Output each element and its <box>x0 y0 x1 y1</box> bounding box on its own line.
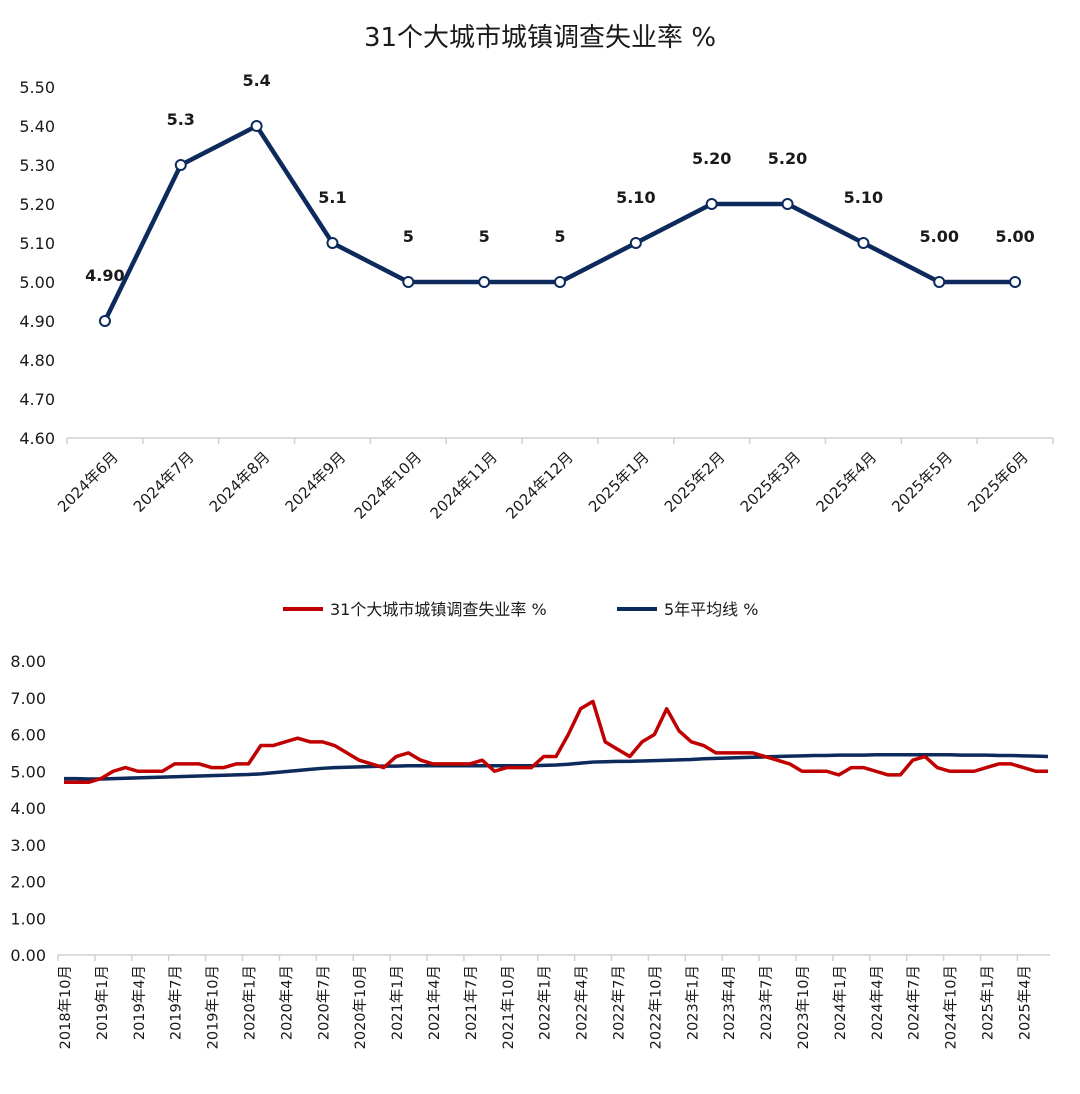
x-tick-label: 2022年7月 <box>611 965 628 1040</box>
data-point <box>326 237 339 249</box>
y-tick-label: 4.80 <box>19 351 55 370</box>
data-label: 5.00 <box>995 227 1034 246</box>
data-point <box>1009 276 1022 288</box>
x-tick-label: 2020年7月 <box>315 965 332 1040</box>
data-point <box>933 276 946 288</box>
data-point <box>857 237 870 249</box>
x-tick-label: 2023年4月 <box>721 965 738 1040</box>
data-label: 5.3 <box>167 110 195 129</box>
x-tick-label: 2023年7月 <box>758 965 775 1040</box>
x-tick-label: 2024年7月 <box>906 965 923 1040</box>
data-label: 5.00 <box>919 227 958 246</box>
x-tick-label: 2021年4月 <box>426 965 443 1040</box>
x-tick-label: 2019年10月 <box>205 965 222 1049</box>
y-tick-label: 5.30 <box>19 156 55 175</box>
data-point <box>478 276 491 288</box>
x-tick-label: 2019年1月 <box>94 965 111 1040</box>
y-tick-label: 3.00 <box>10 836 46 855</box>
series-line-5yr-average <box>64 752 1049 781</box>
y-tick-label: 5.00 <box>19 273 55 292</box>
series-line-unemployment <box>64 699 1048 785</box>
y-tick-label: 4.00 <box>10 799 46 818</box>
legend-label-5yr-average: 5年平均线 % <box>664 600 758 619</box>
x-tick-label: 2021年1月 <box>389 965 406 1040</box>
data-point <box>781 198 794 210</box>
y-tick-label: 2.00 <box>10 873 46 892</box>
chart-top-recent-unemployment: 31个大城市城镇调查失业率 % 4.60 4.70 4.80 4.90 5.00 5.10… <box>19 23 1054 523</box>
legend-label-unemployment: 31个大城市城镇调查失业率 % <box>330 600 547 619</box>
x-tick-label: 2021年10月 <box>500 965 517 1049</box>
y-tick-label: 5.20 <box>19 195 55 214</box>
x-tick-label: 2023年1月 <box>684 965 701 1040</box>
data-label: 5.20 <box>768 149 807 168</box>
x-tick-label: 2021年7月 <box>463 965 480 1040</box>
y-tick-label: 4.70 <box>19 390 55 409</box>
data-label: 4.90 <box>85 266 124 285</box>
y-tick-label: 0.00 <box>10 946 46 965</box>
chart-title: 31个大城市城镇调查失业率 % <box>364 23 716 53</box>
y-tick-label: 6.00 <box>10 726 46 745</box>
x-tick-label: 2024年1月 <box>832 965 849 1040</box>
x-tick-label: 2022年10月 <box>647 965 664 1049</box>
x-tick-label: 2019年7月 <box>168 965 185 1040</box>
y-tick-label: 5.50 <box>19 78 55 97</box>
data-label: 5 <box>554 227 565 246</box>
x-tick-label: 2025年1月 <box>980 965 997 1040</box>
y-tick-label: 5.10 <box>19 234 55 253</box>
x-tick-label: 2023年10月 <box>795 965 812 1049</box>
data-point <box>250 120 263 132</box>
x-tick-label: 2024年4月 <box>869 965 886 1040</box>
x-tick-label: 2018年10月 <box>57 965 74 1049</box>
y-tick-label: 5.00 <box>10 762 46 781</box>
y-tick-label: 5.40 <box>19 117 55 136</box>
legend: 31个大城市城镇调查失业率 % 5年平均线 % <box>283 600 758 619</box>
data-label: 5.10 <box>616 188 655 207</box>
data-point <box>98 315 111 327</box>
y-tick-label: 7.00 <box>10 689 46 708</box>
data-label: 5.20 <box>692 149 731 168</box>
data-label: 5 <box>403 227 414 246</box>
x-tick-label: 2020年1月 <box>242 965 259 1040</box>
x-tick-label: 2025年4月 <box>1016 965 1033 1040</box>
x-tick-label: 2022年4月 <box>574 965 591 1040</box>
y-tick-label: 8.00 <box>10 652 46 671</box>
data-label: 5.1 <box>318 188 346 207</box>
data-point <box>629 237 642 249</box>
x-tick-label: 2022年1月 <box>537 965 554 1040</box>
y-tick-label: 1.00 <box>10 909 46 928</box>
y-tick-label: 4.60 <box>19 429 55 448</box>
data-label: 5.4 <box>242 71 270 90</box>
data-point <box>705 198 718 210</box>
x-tick-label: 2019年4月 <box>131 965 148 1040</box>
data-point <box>554 276 566 288</box>
x-tick-label: 2020年10月 <box>352 965 369 1049</box>
data-point <box>402 276 415 288</box>
data-point <box>174 159 187 171</box>
x-tick-label: 2020年4月 <box>278 965 295 1040</box>
data-label: 5.10 <box>844 188 883 207</box>
data-label: 5 <box>479 227 490 246</box>
y-tick-label: 4.90 <box>19 312 55 331</box>
x-tick-label: 2024年10月 <box>943 965 960 1049</box>
